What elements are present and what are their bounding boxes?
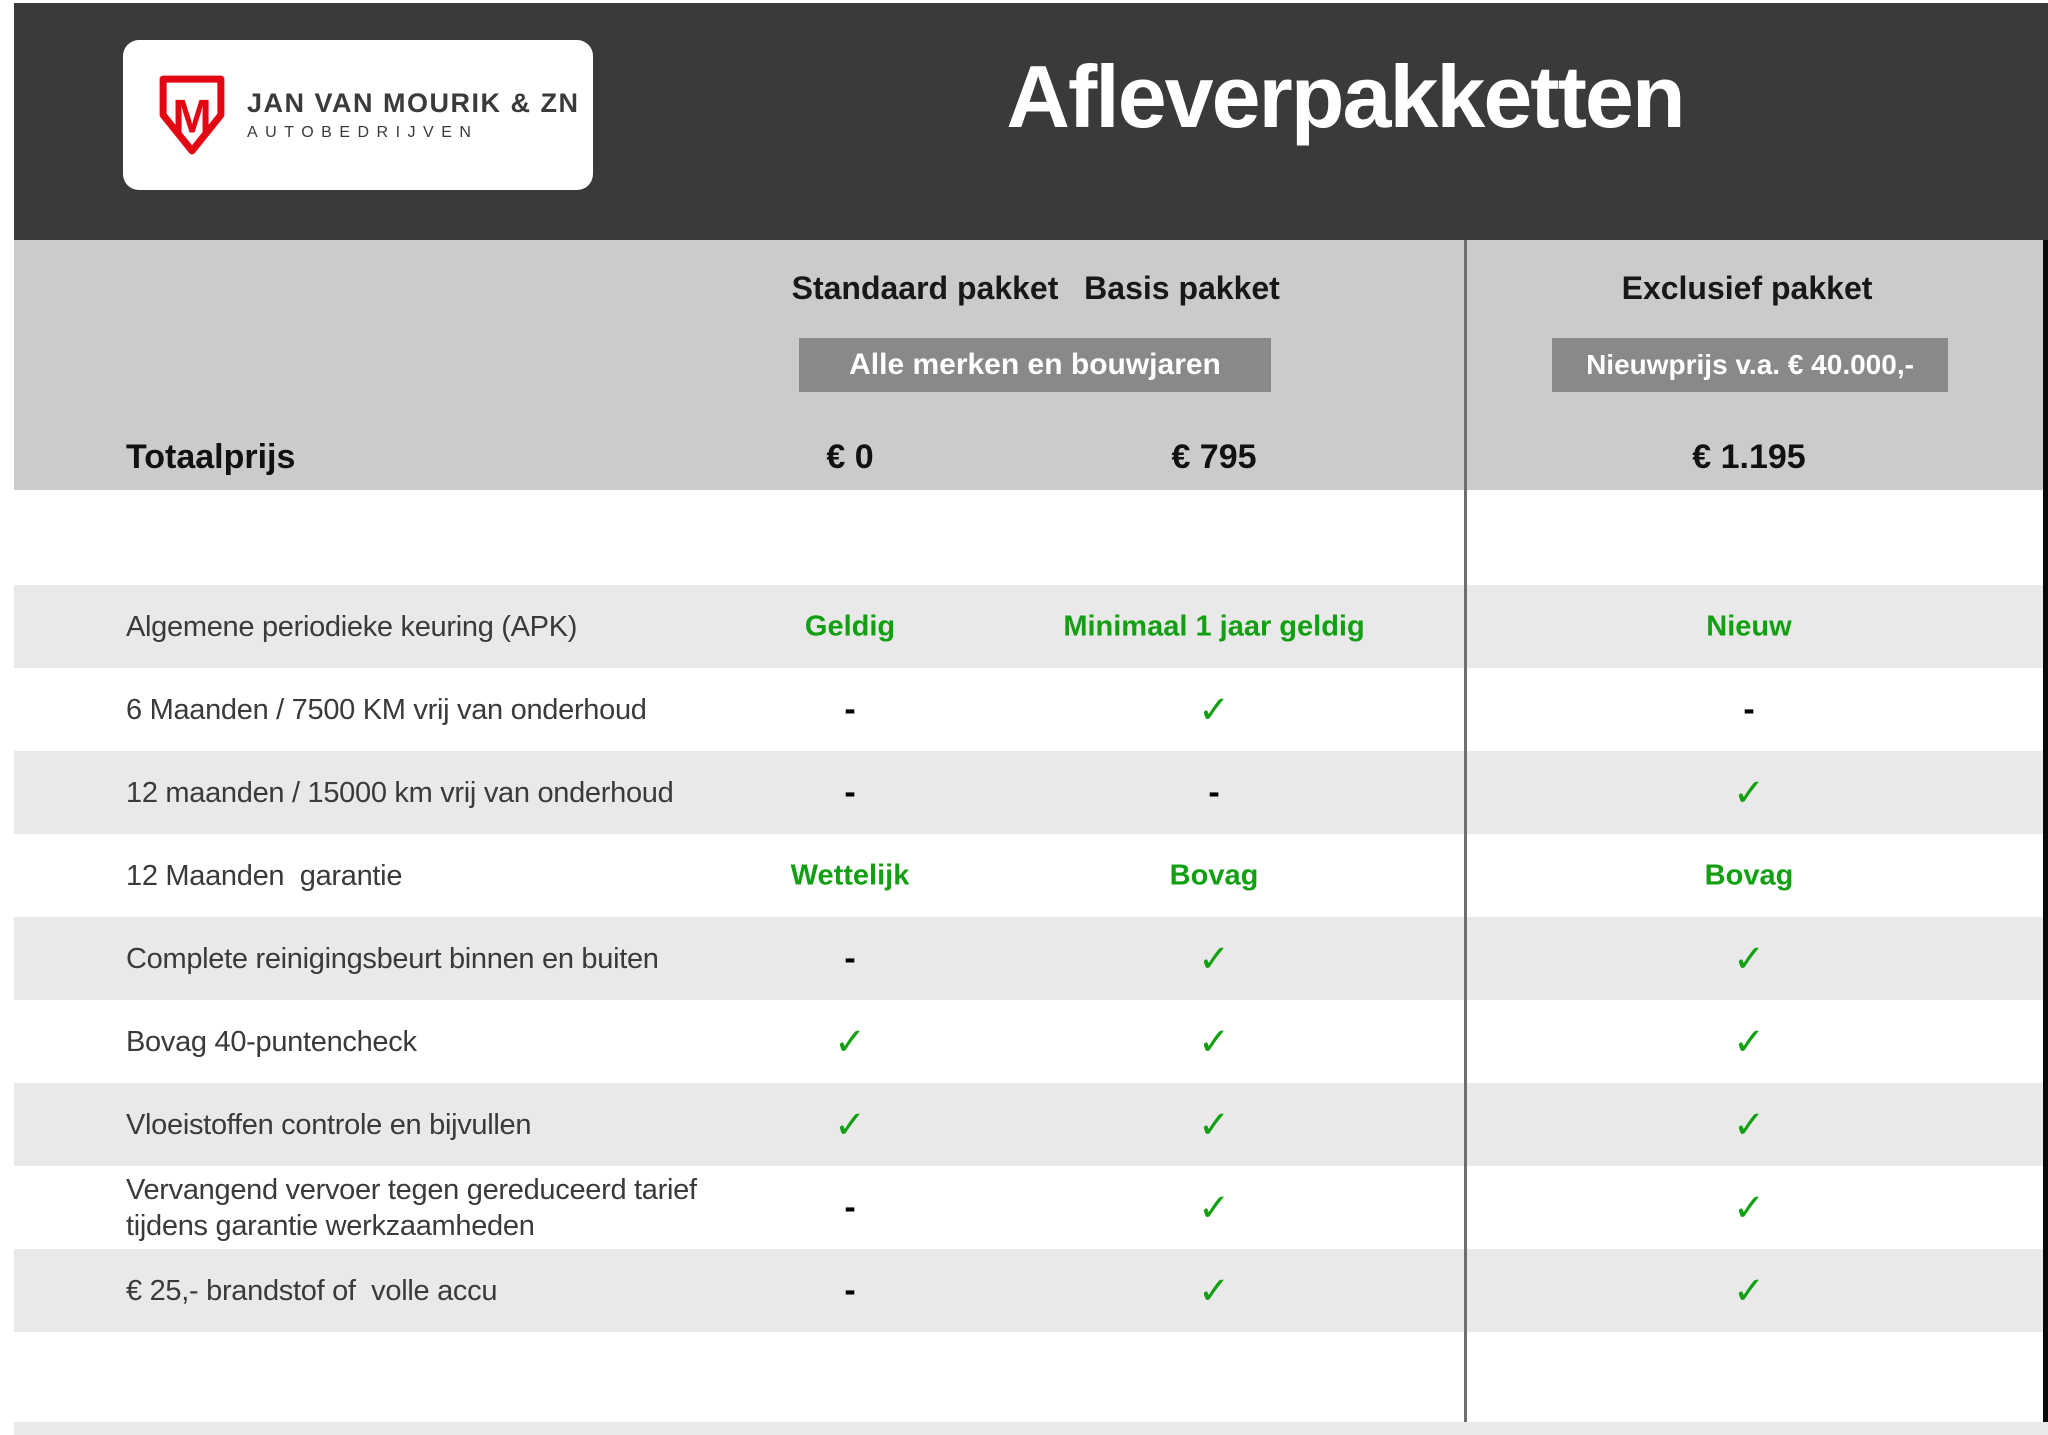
column-header-standaard: Standaard pakket [791,270,1059,306]
feature-label: Vloeistoffen controle en bijvullen [126,1108,532,1141]
feature-label: Bovag 40-puntencheck [126,1025,417,1058]
exclusief-column-separator-line [1464,240,1467,1435]
feature-value-standaard: ✓ [834,1104,866,1146]
feature-value-standaard: - [844,1271,856,1309]
feature-value-standaard: - [844,939,856,977]
feature-value-basis: ✓ [1198,689,1230,731]
feature-value-exclusief: ✓ [1733,1104,1765,1146]
feature-value-exclusief: ✓ [1733,1187,1765,1229]
feature-label: 6 Maanden / 7500 KM vrij van onderhoud [126,693,647,726]
logo-text: JAN VAN MOURIK & ZN AUTOBEDRIJVEN [247,88,580,142]
bottom-strip [14,1422,2048,1435]
feature-value-exclusief: ✓ [1733,1270,1765,1312]
price-exclusief: € 1.195 [1692,438,1806,476]
feature-value-standaard: - [844,690,856,728]
feature-value-standaard: ✓ [834,1021,866,1063]
table-row: Algemene periodieke keuring (APK) Geldig… [14,585,2043,668]
table-row: Vloeistoffen controle en bijvullen ✓ ✓ ✓ [14,1083,2043,1166]
table-row: 6 Maanden / 7500 KM vrij van onderhoud -… [14,668,2043,751]
badge-all-brands: Alle merken en bouwjaren [799,338,1271,392]
table-row: Vervangend vervoer tegen gereduceerd tar… [14,1166,2043,1249]
feature-value-standaard: - [844,773,856,811]
feature-value-basis: - [1208,773,1220,811]
feature-value-exclusief: ✓ [1733,938,1765,980]
table-row: 12 maanden / 15000 km vrij van onderhoud… [14,751,2043,834]
brand-subtitle: AUTOBEDRIJVEN [247,124,479,141]
feature-label: 12 Maanden garantie [126,859,403,892]
column-header-exclusief: Exclusief pakket [1621,270,1873,306]
feature-value-exclusief: ✓ [1733,1021,1765,1063]
table-row: Complete reinigingsbeurt binnen en buite… [14,917,2043,1000]
feature-value-exclusief: ✓ [1733,772,1765,814]
price-standaard: € 0 [826,438,874,476]
feature-value-basis: Minimaal 1 jaar geldig [1063,610,1365,642]
feature-label: Complete reinigingsbeurt binnen en buite… [126,942,659,975]
price-basis: € 795 [1171,438,1257,476]
feature-label: 12 maanden / 15000 km vrij van onderhoud [126,776,674,809]
feature-label: Vervangend vervoer tegen gereduceerd tar… [126,1173,697,1242]
feature-value-basis: ✓ [1198,1187,1230,1229]
feature-value-standaard: - [844,1188,856,1226]
feature-value-standaard: Wettelijk [790,859,910,891]
total-price-label: Totaalprijs [126,438,296,476]
table-row: 12 Maanden garantie Wettelijk Bovag Bova… [14,834,2043,917]
feature-label: € 25,- brandstof of volle accu [126,1274,498,1307]
feature-value-basis: ✓ [1198,1104,1230,1146]
brand-logo: M JAN VAN MOURIK & ZN AUTOBEDRIJVEN [123,40,593,190]
brand-name: JAN VAN MOURIK & ZN [247,88,580,118]
feature-value-basis: Bovag [1169,859,1259,891]
table-row: Bovag 40-puntencheck ✓ ✓ ✓ [14,1000,2043,1083]
feature-table: Algemene periodieke keuring (APK) Geldig… [14,585,2043,1332]
top-header: M JAN VAN MOURIK & ZN AUTOBEDRIJVEN Afle… [14,3,2048,240]
column-header-basis: Basis pakket [1084,270,1280,306]
badge-new-price: Nieuwprijs v.a. € 40.000,- [1552,338,1948,392]
table-row: € 25,- brandstof of volle accu - ✓ ✓ [14,1249,2043,1332]
feature-value-exclusief: Bovag [1704,859,1794,891]
feature-value-basis: ✓ [1198,1270,1230,1312]
page-title: Afleverpakketten [1006,47,1685,146]
pricing-band: Standaard pakket Basis pakket Exclusief … [14,240,2043,490]
shield-m-icon: M [159,75,225,155]
feature-value-exclusief: - [1743,690,1755,728]
table-right-border-line [2043,240,2048,1422]
feature-value-basis: ✓ [1198,938,1230,980]
svg-text:M: M [172,91,211,144]
feature-label: Algemene periodieke keuring (APK) [126,610,578,643]
feature-value-basis: ✓ [1198,1021,1230,1063]
feature-value-exclusief: Nieuw [1706,610,1792,642]
feature-value-standaard: Geldig [804,610,896,642]
